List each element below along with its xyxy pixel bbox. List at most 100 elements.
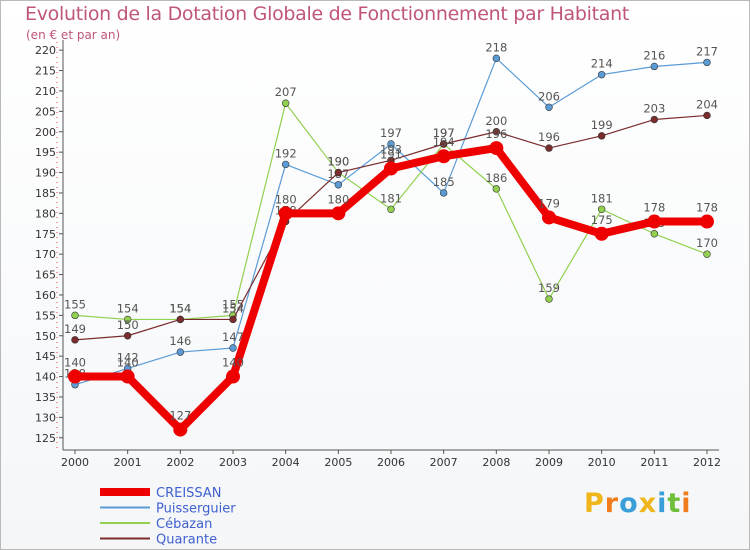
data-label: 154 <box>169 301 191 315</box>
data-point <box>176 315 185 324</box>
data-point <box>597 132 606 140</box>
data-label: 197 <box>433 126 455 140</box>
data-label: 194 <box>433 135 455 149</box>
data-label: 142 <box>117 350 139 364</box>
data-point <box>703 111 711 120</box>
y-tick-label: 170 <box>35 248 56 261</box>
data-label: 200 <box>485 114 507 128</box>
x-tick-label: 2004 <box>272 456 300 469</box>
logo-letter: o <box>619 488 639 519</box>
data-label: 203 <box>643 102 665 116</box>
data-point <box>387 205 395 213</box>
data-label: 204 <box>696 97 718 111</box>
data-label: 180 <box>275 192 297 206</box>
data-point <box>650 62 659 71</box>
data-point <box>650 230 659 238</box>
data-point <box>226 369 240 384</box>
data-label: 192 <box>275 146 297 160</box>
data-label: 196 <box>538 130 560 144</box>
logo-letter: i <box>681 488 692 519</box>
data-point <box>120 369 135 384</box>
y-tick-label: 155 <box>35 309 56 322</box>
data-point <box>439 140 448 148</box>
data-point <box>545 144 553 152</box>
y-tick-label: 205 <box>35 105 56 118</box>
data-label: 190 <box>327 155 349 169</box>
y-tick-label: 150 <box>35 330 56 343</box>
data-point <box>229 344 237 352</box>
y-tick-label: 145 <box>35 350 56 363</box>
data-point <box>281 160 290 169</box>
data-point <box>387 140 395 148</box>
data-label: 155 <box>64 297 86 311</box>
chart-title: Evolution de la Dotation Globale de Fonc… <box>25 3 630 25</box>
data-point <box>700 214 714 229</box>
data-label: 196 <box>485 127 507 141</box>
data-label: 140 <box>117 356 139 370</box>
data-point <box>71 311 79 320</box>
y-tick-label: 215 <box>35 65 56 78</box>
data-point <box>176 348 185 356</box>
data-point <box>123 315 132 324</box>
data-label: 191 <box>380 147 402 161</box>
data-point <box>492 54 501 63</box>
data-point <box>597 70 606 79</box>
chart-subtitle: (en € et par an) <box>26 28 121 42</box>
data-label: 193 <box>380 142 402 156</box>
data-point <box>650 115 659 124</box>
data-label: 218 <box>485 40 507 54</box>
data-point <box>384 161 398 176</box>
y-tick-label: 185 <box>35 187 56 200</box>
data-label: 178 <box>696 201 718 215</box>
data-label: 197 <box>433 126 455 140</box>
data-point <box>334 181 343 189</box>
proxiti-logo: Proxiti <box>584 488 692 519</box>
x-tick-label: 2002 <box>166 456 194 469</box>
data-point <box>334 168 343 177</box>
y-tick-label: 130 <box>35 411 56 424</box>
data-label: 149 <box>64 322 86 336</box>
data-label: 206 <box>538 89 560 103</box>
x-tick-label: 2012 <box>693 456 721 469</box>
data-point <box>545 295 553 303</box>
data-label: 146 <box>169 334 191 348</box>
data-label: 147 <box>222 330 244 344</box>
data-point <box>489 141 504 156</box>
x-tick-label: 2003 <box>219 456 247 469</box>
data-label: 155 <box>222 297 244 311</box>
x-tick-label: 2010 <box>588 456 616 469</box>
y-tick-label: 135 <box>35 391 56 404</box>
y-tick-label: 160 <box>35 289 56 302</box>
data-label: 127 <box>169 409 191 423</box>
data-point <box>492 185 501 193</box>
data-point <box>545 103 553 111</box>
data-label: 181 <box>380 191 402 205</box>
data-point <box>331 206 346 221</box>
data-point <box>173 422 188 437</box>
data-point <box>68 369 82 384</box>
data-label: 179 <box>538 196 560 210</box>
x-tick-label: 2001 <box>114 456 142 469</box>
x-tick-label: 2000 <box>61 456 89 469</box>
data-label: 140 <box>64 356 86 370</box>
x-tick-label: 2006 <box>377 456 405 469</box>
data-label: 199 <box>591 118 613 132</box>
y-tick-label: 200 <box>35 126 56 139</box>
data-label: 217 <box>696 44 718 58</box>
x-tick-label: 2011 <box>640 456 668 469</box>
data-point <box>597 205 606 213</box>
data-label: 154 <box>117 301 139 315</box>
data-point <box>278 206 293 221</box>
x-tick-label: 2005 <box>324 456 352 469</box>
legend-label: Puisserguier <box>156 502 236 517</box>
data-point <box>647 214 662 229</box>
data-point <box>703 250 711 258</box>
y-tick-label: 210 <box>35 85 56 98</box>
logo-letter: t <box>667 488 682 519</box>
legend-label: Cébazan <box>156 517 212 532</box>
data-point <box>123 332 132 340</box>
data-label: 180 <box>327 192 349 206</box>
logo-letter: P <box>584 488 605 519</box>
